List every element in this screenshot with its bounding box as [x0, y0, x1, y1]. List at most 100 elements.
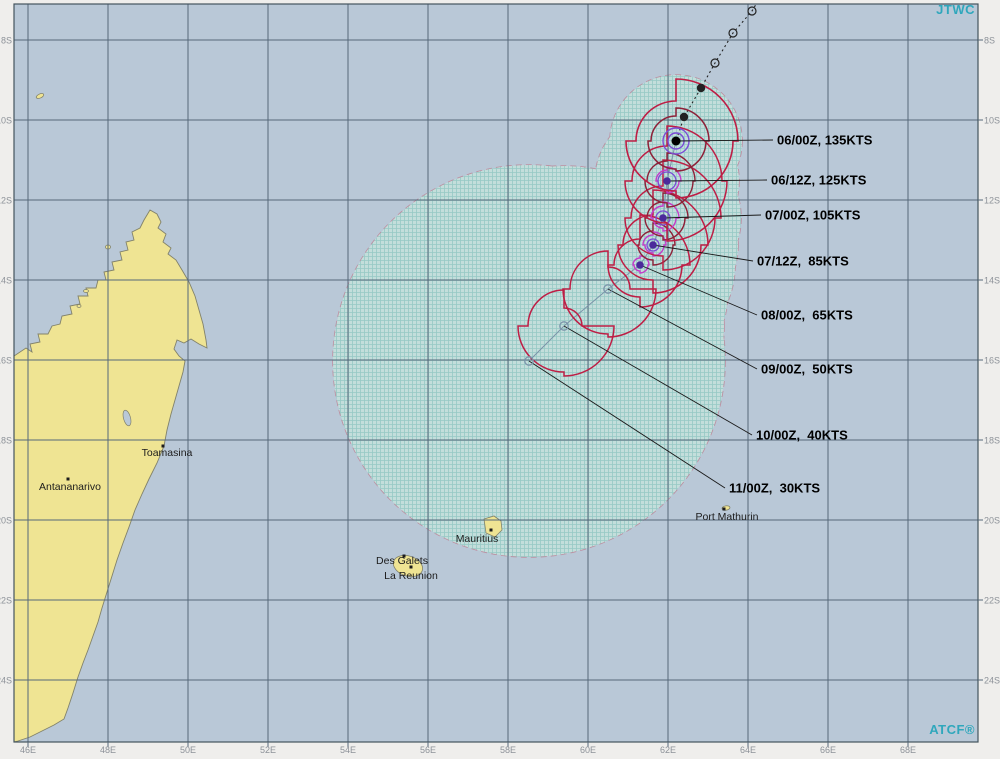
- lon-tick-label-62E: 62E: [660, 745, 676, 755]
- track-markers: [524, 6, 757, 366]
- city-label-toamasina: Toamasina: [142, 447, 193, 459]
- storm-track-layer: [528, 4, 757, 362]
- forecast-label: 06/12Z, 125KTS: [771, 173, 867, 188]
- lat-tick-label-left-8S: 8S: [1, 36, 12, 46]
- leader-line-2: [662, 214, 762, 219]
- wind-radii-ring-crimson: [562, 250, 657, 338]
- forecast-position-open-marker: [524, 356, 534, 366]
- lon-tick-label-56E: 56E: [420, 745, 436, 755]
- lat-tick-label-left-24S: 24S: [0, 676, 12, 686]
- wind-radii-ring-crimson: [624, 125, 728, 242]
- leader-line-5: [607, 288, 758, 370]
- forecast-position-marker: [649, 241, 657, 249]
- mauritius-island: [483, 515, 503, 538]
- lon-tick-label-48E: 48E: [100, 745, 116, 755]
- wind-radii-layer: [517, 78, 739, 377]
- wind-radii-ring-crimson: [617, 189, 709, 294]
- lon-tick-label-66E: 66E: [820, 745, 836, 755]
- forecast-label: 08/00Z, 65KTS: [761, 308, 853, 323]
- lon-tick-label-64E: 64E: [740, 745, 756, 755]
- lon-tick-label-52E: 52E: [260, 745, 276, 755]
- forecast-position-open-marker: [559, 321, 569, 331]
- city-label-antananarivo: Antananarivo: [39, 481, 101, 493]
- leader-line-7: [528, 360, 726, 489]
- atcf-logo-text: ATCF®: [929, 722, 975, 737]
- past-track-dotted-line: [675, 4, 757, 142]
- small-island-north: [35, 93, 45, 99]
- wind-radii-ring-maroon: [644, 152, 696, 208]
- lon-tick-label-46E: 46E: [20, 745, 36, 755]
- city-label-port-mathurin: Port Mathurin: [695, 511, 758, 523]
- city-dot-port-mathurin: [722, 507, 726, 511]
- wind-radii-ring-magenta: [632, 255, 650, 274]
- madagascar-landmass: [14, 209, 208, 742]
- past-position-open-marker: [747, 6, 757, 16]
- lake-alaotra: [122, 409, 132, 427]
- small-islet-b: [76, 304, 82, 308]
- wind-radii-ring-maroon: [644, 192, 689, 241]
- map-frame-border: [13, 3, 979, 743]
- forecast-label: 09/00Z, 50KTS: [761, 362, 853, 377]
- wind-radii-ring-magenta: [655, 166, 682, 194]
- city-annotations: Antananarivo Toamasina Mauritius Des Galets…: [39, 444, 759, 582]
- city-dot-mauritius: [489, 528, 493, 532]
- wind-radii-ring-crimson: [625, 78, 739, 199]
- wind-radii-ring-magenta: [650, 201, 680, 232]
- lat-tick-label-left-18S: 18S: [0, 436, 12, 446]
- leader-line-3: [652, 244, 754, 262]
- wind-radii-ring-maroon: [637, 222, 676, 266]
- lat-tick-label-right-22S: 22S: [984, 596, 1000, 606]
- past-position-open-marker: [728, 28, 738, 38]
- lat-tick-label-right-16S: 16S: [984, 356, 1000, 366]
- landmasses: [14, 93, 731, 742]
- lat-tick-label-right-12S: 12S: [984, 196, 1000, 206]
- forecast-labels: 06/00Z, 135KTS 06/12Z, 125KTS 07/00Z, 105K…: [729, 133, 873, 496]
- forecast-position-marker: [663, 177, 671, 185]
- forecast-label: 11/00Z, 30KTS: [729, 481, 820, 496]
- lon-tick-label-60E: 60E: [580, 745, 596, 755]
- forecast-position-marker: [636, 261, 644, 269]
- lat-tick-label-right-14S: 14S: [984, 276, 1000, 286]
- past-position-filled-marker: [696, 83, 706, 93]
- lat-tick-label-left-10S: 10S: [0, 116, 12, 126]
- jtwc-logo-text: JTWC: [936, 2, 975, 17]
- wind-radii-ring-crimson: [624, 159, 722, 271]
- lat-tick-label-right-8S: 8S: [984, 36, 995, 46]
- wind-radii-circle-violet: [646, 238, 660, 252]
- la-reunion-island: [393, 555, 423, 577]
- leader-line-6: [563, 325, 753, 436]
- forecast-track-line: [528, 140, 677, 362]
- city-dot-antananarivo: [66, 477, 70, 481]
- forecast-label: 07/00Z, 105KTS: [765, 208, 861, 223]
- past-position-filled-marker: [679, 112, 689, 122]
- city-label-des-galets: Des Galets: [376, 555, 428, 567]
- lat-tick-label-left-16S: 16S: [0, 356, 12, 366]
- city-label-mauritius: Mauritius: [456, 533, 499, 545]
- city-dot-toamasina: [161, 444, 165, 448]
- lat-tick-label-right-24S: 24S: [984, 676, 1000, 686]
- map-content: 06/00Z, 135KTS 06/12Z, 125KTS 07/00Z, 105K…: [14, 4, 978, 742]
- leader-line-1: [666, 179, 768, 182]
- forecast-position-open-marker: [603, 284, 613, 294]
- forecast-position-marker: [659, 214, 667, 222]
- lat-tick-label-left-22S: 22S: [0, 596, 12, 606]
- lat-tick-label-left-20S: 20S: [0, 516, 12, 526]
- lon-tick-label-58E: 58E: [500, 745, 516, 755]
- lon-tick-label-68E: 68E: [900, 745, 916, 755]
- lat-tick-label-right-10S: 10S: [984, 116, 1000, 126]
- lat-tick-label-right-18S: 18S: [984, 436, 1000, 446]
- city-dot-des-galets: [402, 554, 406, 558]
- lon-tick-label-54E: 54E: [340, 745, 356, 755]
- leader-line-0: [675, 139, 774, 142]
- lat-tick-label-right-20S: 20S: [984, 516, 1000, 526]
- lon-tick-label-50E: 50E: [180, 745, 196, 755]
- leader-line-4: [639, 264, 758, 316]
- forecast-label: 10/00Z, 40KTS: [756, 428, 848, 443]
- wind-radii-ring-maroon: [647, 107, 710, 172]
- past-position-open-marker: [710, 58, 720, 68]
- axis-tick-labels: 46E 48E 50E 52E 54E 56E 58E 60E 62E 64E 66E 68E 8S 8S…: [0, 36, 1000, 756]
- forecast-position-current-marker: [671, 136, 681, 146]
- forecast-label: 06/00Z, 135KTS: [777, 133, 873, 148]
